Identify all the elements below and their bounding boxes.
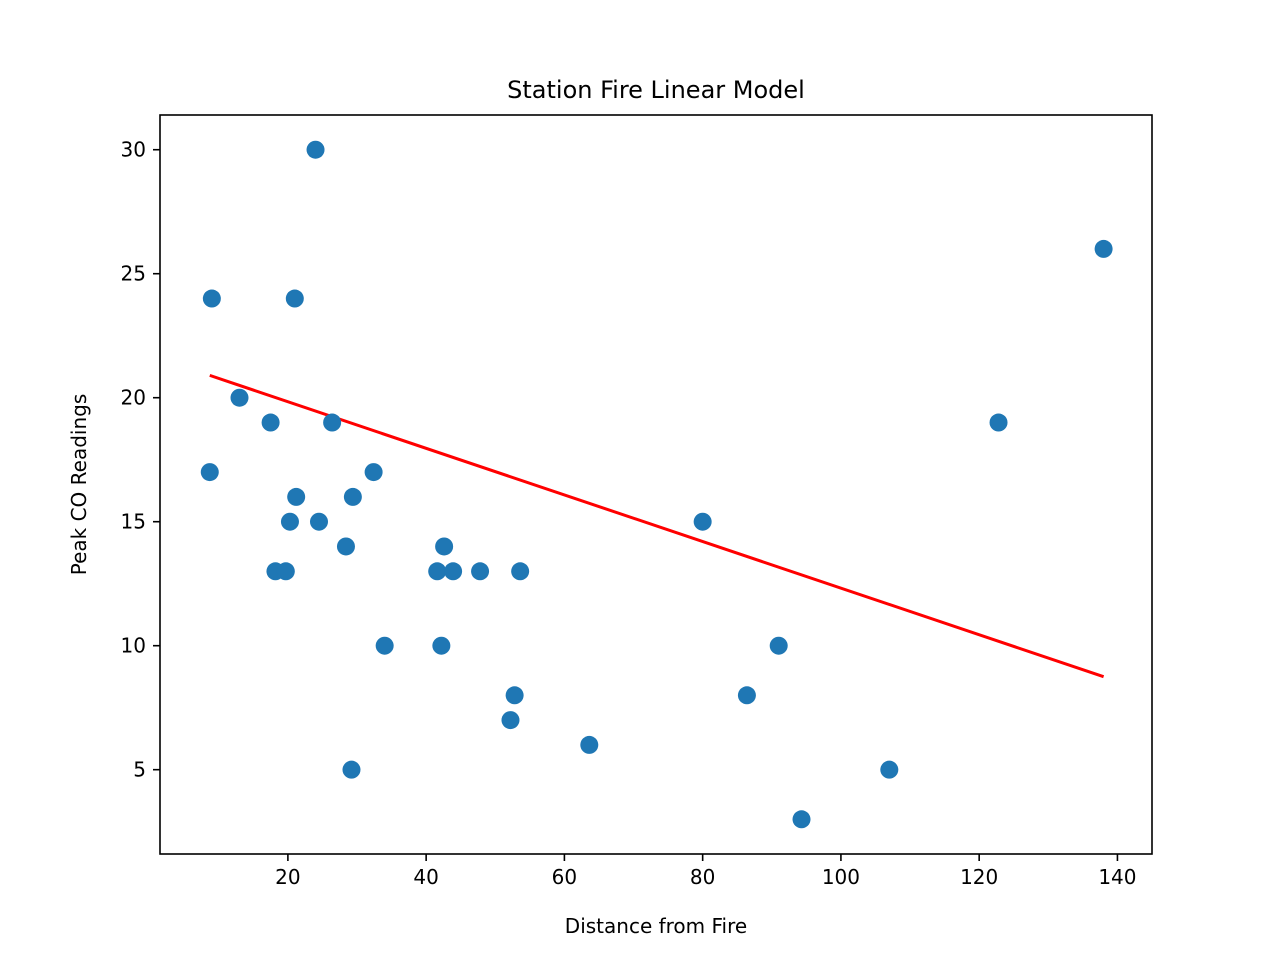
scatter-point <box>989 413 1008 432</box>
scatter-point <box>276 562 295 581</box>
fit-line-layer <box>209 373 1105 679</box>
y-tick-label: 30 <box>121 138 146 162</box>
scatter-point <box>200 463 219 482</box>
scatter-point <box>280 512 299 531</box>
scatter-point <box>364 463 383 482</box>
scatter-point <box>343 487 362 506</box>
scatter-point <box>285 289 304 308</box>
scatter-point <box>342 760 361 779</box>
y-tick-label: 10 <box>121 634 146 658</box>
scatter-point <box>306 140 325 159</box>
x-tick-label: 40 <box>413 865 438 889</box>
chart-title: Station Fire Linear Model <box>507 76 805 104</box>
y-tick-label: 5 <box>133 758 146 782</box>
y-axis-label: Peak CO Readings <box>67 394 91 576</box>
scatter-point <box>580 735 599 754</box>
scatter-point <box>432 636 451 655</box>
x-tick-label: 20 <box>275 865 300 889</box>
scatter-point <box>505 686 524 705</box>
scatter-point <box>880 760 899 779</box>
scatter-point <box>287 487 306 506</box>
scatter-point <box>501 711 520 730</box>
scatter-point <box>202 289 221 308</box>
data-points <box>200 140 1113 829</box>
scatter-point <box>375 636 394 655</box>
scatter-point <box>230 388 249 407</box>
y-tick-label: 15 <box>121 510 146 534</box>
scatter-point <box>471 562 490 581</box>
x-axis-ticks: 20 40 60 80 100 120 140 <box>275 854 1137 889</box>
scatter-point <box>444 562 463 581</box>
x-tick-label: 120 <box>960 865 998 889</box>
x-tick-label: 140 <box>1098 865 1136 889</box>
scatter-point <box>323 413 342 432</box>
scatter-point <box>435 537 454 556</box>
x-tick-label: 100 <box>822 865 860 889</box>
scatter-point <box>693 512 712 531</box>
scatter-point <box>261 413 280 432</box>
scatter-point <box>336 537 355 556</box>
scatter-point <box>737 686 756 705</box>
scatter-point <box>511 562 530 581</box>
scatter-point <box>1094 239 1113 258</box>
scatter-point <box>792 810 811 829</box>
scatter-point <box>769 636 788 655</box>
regression-line <box>209 373 1105 679</box>
scatter-point <box>428 562 447 581</box>
y-tick-label: 20 <box>121 386 146 410</box>
y-axis-ticks: 5 10 15 20 25 30 <box>121 138 160 782</box>
x-tick-label: 80 <box>690 865 715 889</box>
y-tick-label: 25 <box>121 262 146 286</box>
scatter-point <box>309 512 328 531</box>
x-tick-label: 60 <box>552 865 577 889</box>
plot-frame <box>159 114 1153 855</box>
x-axis-label: Distance from Fire <box>565 914 747 938</box>
